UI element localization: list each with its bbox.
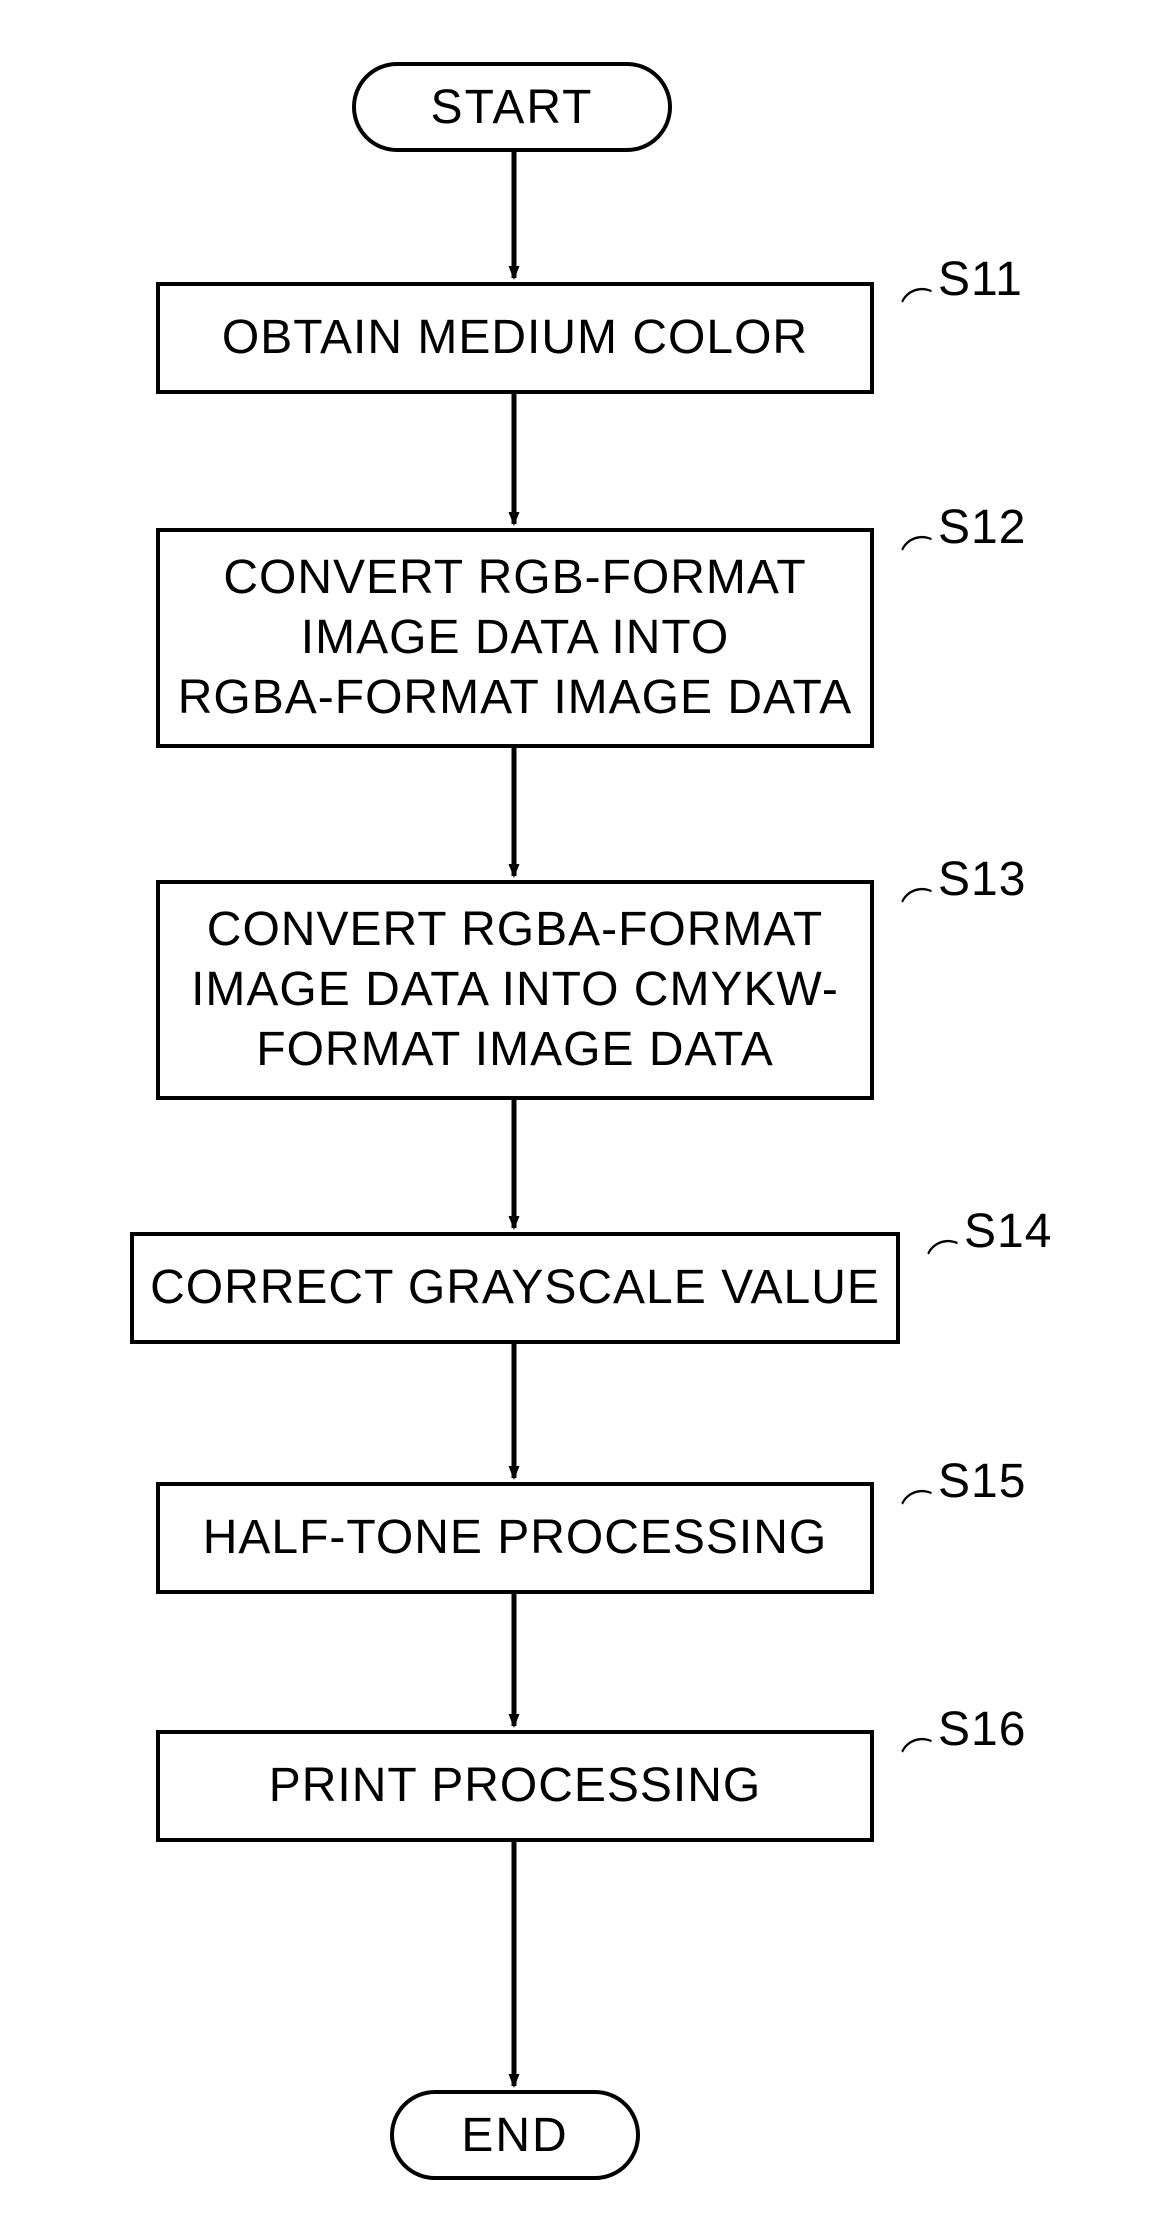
step-s14-id: S14 <box>964 1204 1052 1259</box>
step-s16-id: S16 <box>938 1702 1026 1757</box>
step-s14: CORRECT GRAYSCALE VALUE <box>130 1232 900 1344</box>
terminal-end: END <box>390 2090 640 2180</box>
step-s11-text: OBTAIN MEDIUM COLOR <box>222 308 808 368</box>
connector-tick: ⌒ <box>895 1724 944 1782</box>
connector-tick: ⌒ <box>921 1226 970 1284</box>
terminal-start-label: START <box>431 80 594 135</box>
step-s15: HALF-TONE PROCESSING <box>156 1482 874 1594</box>
step-s11: OBTAIN MEDIUM COLOR <box>156 282 874 394</box>
connector-tick: ⌒ <box>895 274 944 332</box>
connector-tick: ⌒ <box>895 1476 944 1534</box>
connector-tick: ⌒ <box>895 522 944 580</box>
step-s12-id: S12 <box>938 500 1026 555</box>
step-s11-id: S11 <box>938 252 1023 307</box>
step-s13-id: S13 <box>938 852 1026 907</box>
terminal-start: START <box>352 62 672 152</box>
terminal-end-label: END <box>461 2108 568 2163</box>
step-s12-text: CONVERT RGB-FORMAT IMAGE DATA INTO RGBA-… <box>178 548 852 728</box>
step-s14-text: CORRECT GRAYSCALE VALUE <box>150 1258 880 1318</box>
connector-tick: ⌒ <box>895 874 944 932</box>
step-s16: PRINT PROCESSING <box>156 1730 874 1842</box>
step-s13: CONVERT RGBA-FORMAT IMAGE DATA INTO CMYK… <box>156 880 874 1100</box>
flowchart-canvas: START OBTAIN MEDIUM COLOR ⌒ S11 CONVERT … <box>0 0 1166 2234</box>
step-s15-text: HALF-TONE PROCESSING <box>203 1508 828 1568</box>
step-s13-text: CONVERT RGBA-FORMAT IMAGE DATA INTO CMYK… <box>191 900 839 1080</box>
step-s12: CONVERT RGB-FORMAT IMAGE DATA INTO RGBA-… <box>156 528 874 748</box>
step-s15-id: S15 <box>938 1454 1026 1509</box>
step-s16-text: PRINT PROCESSING <box>269 1756 762 1816</box>
